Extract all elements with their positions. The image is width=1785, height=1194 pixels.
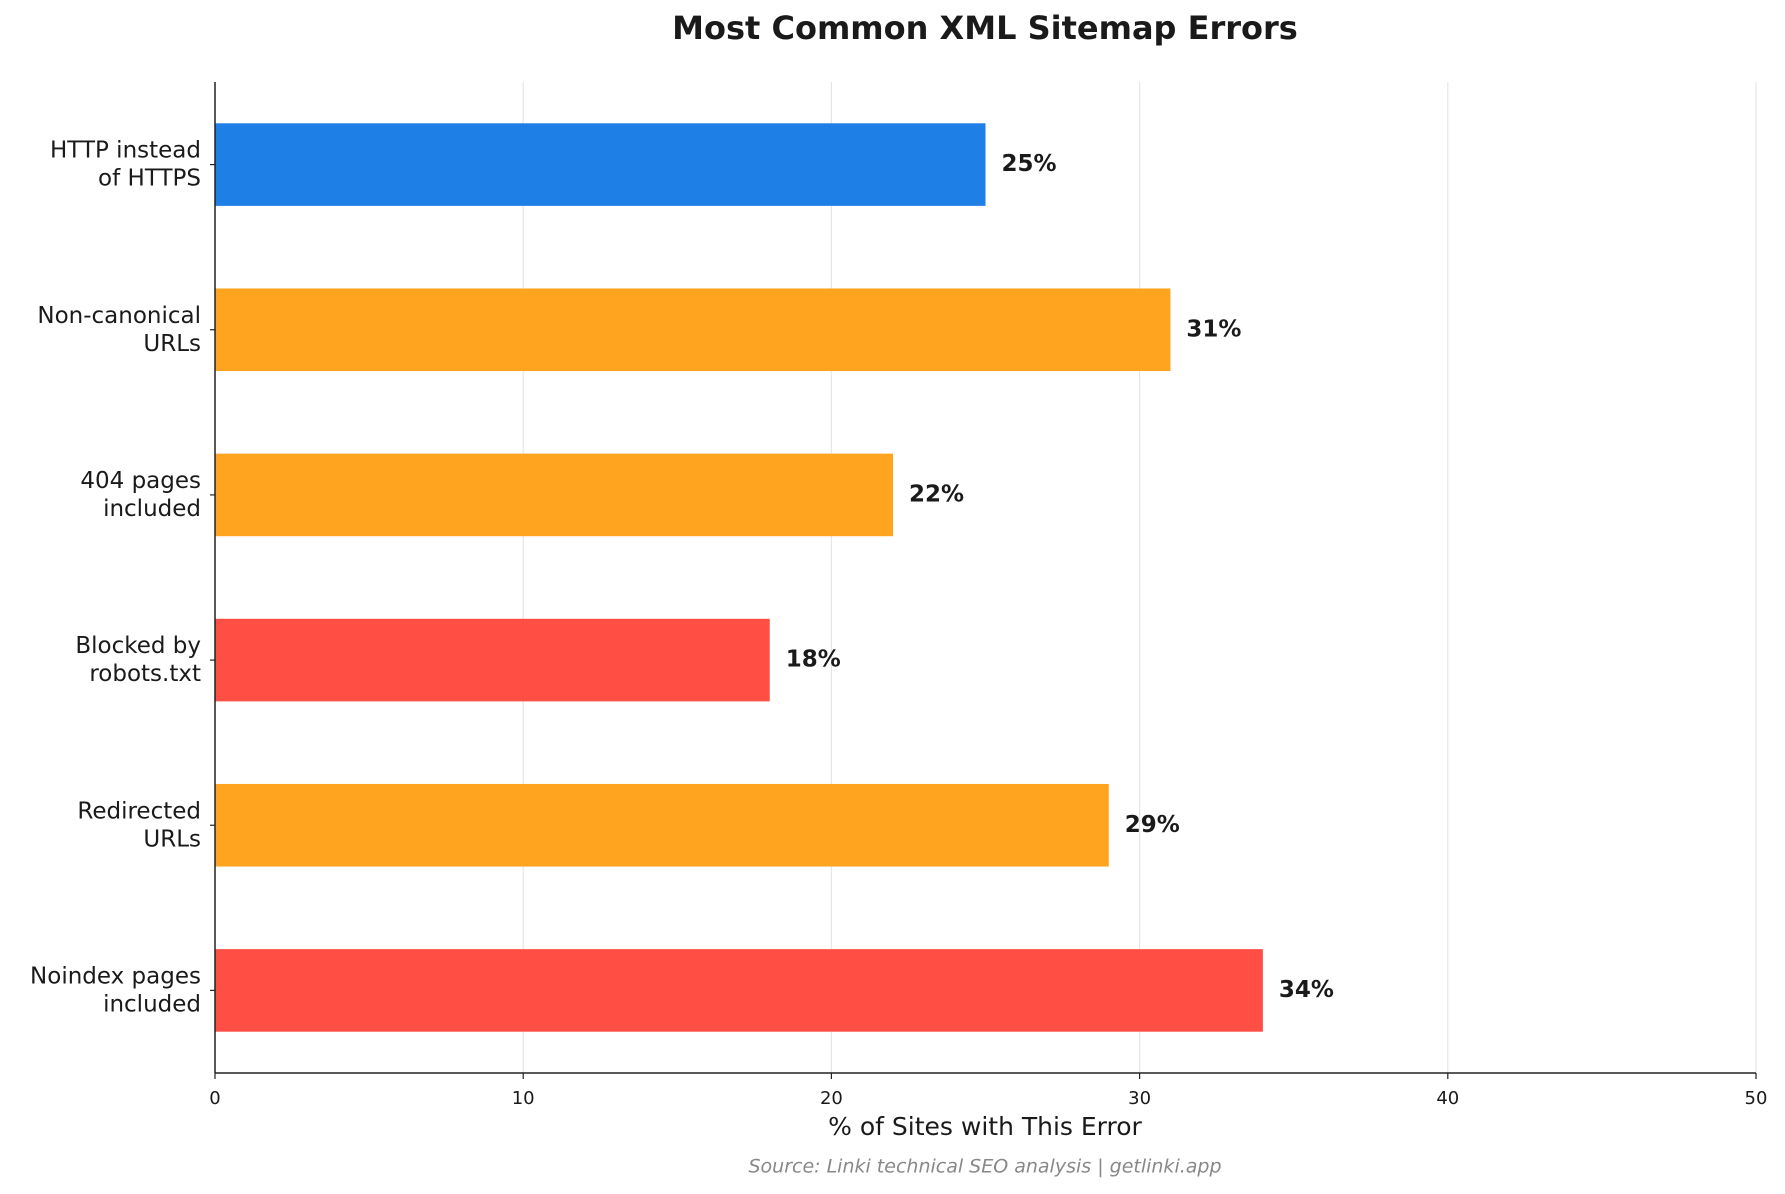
- y-tick-label: 404 pages included: [80, 467, 201, 521]
- value-label: 29%: [1125, 812, 1180, 838]
- bar: [215, 783, 1109, 867]
- x-tick-label: 40: [1436, 1088, 1459, 1109]
- y-tick-label: Blocked by robots.txt: [75, 633, 201, 687]
- value-label: 18%: [786, 647, 841, 673]
- y-tick-label: Redirected URLs: [77, 798, 201, 852]
- value-label: 31%: [1186, 316, 1241, 342]
- y-tick-label: HTTP instead of HTTPS: [50, 137, 201, 191]
- source-note: Source: Linki technical SEO analysis | g…: [748, 1156, 1221, 1178]
- x-tick-label: 0: [209, 1088, 220, 1109]
- value-label: 22%: [909, 481, 964, 507]
- bar: [215, 288, 1171, 372]
- y-tick-label: Non-canonical URLs: [37, 302, 201, 356]
- value-label: 25%: [1002, 151, 1057, 177]
- x-axis-label: % of Sites with This Error: [828, 1112, 1142, 1141]
- bar: [215, 949, 1263, 1032]
- bar: [215, 618, 770, 702]
- chart-title: Most Common XML Sitemap Errors: [672, 9, 1298, 47]
- x-tick-label: 50: [1745, 1088, 1768, 1109]
- x-tick-label: 20: [820, 1088, 843, 1109]
- bar: [215, 453, 894, 537]
- x-tick-label: 10: [512, 1088, 535, 1109]
- bar: [215, 123, 986, 206]
- x-tick-label: 30: [1128, 1088, 1151, 1109]
- y-tick-label: Noindex pages included: [30, 963, 201, 1017]
- value-label: 34%: [1279, 977, 1334, 1003]
